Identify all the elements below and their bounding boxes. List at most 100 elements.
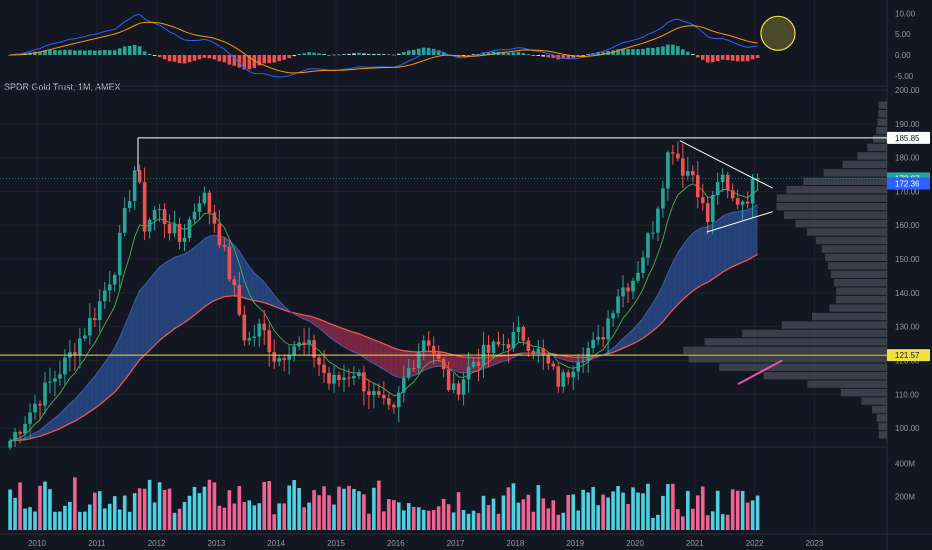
candle-body: [521, 327, 526, 341]
volume-bar: [162, 489, 167, 530]
macd-hist-bar: [297, 54, 301, 55]
volume-bar: [720, 514, 725, 530]
candle-body: [78, 338, 82, 356]
candle-body: [182, 237, 187, 242]
volume-bar: [750, 500, 755, 530]
volume-bar: [227, 490, 232, 530]
cloud-bull-segment: [169, 257, 175, 333]
macd-hist-bar: [267, 55, 272, 63]
cloud-bull-segment: [204, 236, 210, 307]
volume-bar: [581, 489, 585, 530]
volume-bar: [167, 488, 172, 530]
volume-bar: [725, 514, 730, 530]
time-axis-label: 2015: [327, 539, 345, 548]
macd-hist-bar: [112, 50, 117, 55]
candle-body: [695, 175, 700, 198]
volume-bar: [367, 513, 371, 530]
macd-hist-bar: [466, 55, 471, 56]
candle-body: [272, 352, 277, 362]
volume-bar: [700, 486, 705, 530]
macd-line: [10, 13, 758, 78]
volume-bar: [13, 497, 17, 530]
candle-body: [581, 361, 585, 363]
cloud-bull-segment: [79, 388, 85, 419]
macd-hist-bar: [710, 55, 715, 63]
cloud-bull-segment: [657, 285, 663, 327]
macd-hist-bar: [481, 52, 486, 55]
macd-hist-bar: [147, 54, 152, 55]
volume-profile-bar: [877, 118, 887, 126]
cloud-bear-segment: [428, 351, 434, 369]
volume-bar: [232, 503, 237, 530]
grid-lines: [0, 0, 887, 534]
macd-hist-bar: [516, 52, 521, 55]
candle-body: [461, 379, 466, 395]
macd-hist-bar: [237, 55, 242, 68]
macd-hist-bar: [102, 50, 107, 55]
ema-mid-line: [10, 204, 758, 442]
cloud-bull-segment: [692, 229, 698, 291]
volume-bar: [431, 510, 436, 530]
cloud-bull-segment: [35, 430, 40, 438]
volume-bar: [337, 486, 341, 530]
cloud-bear-segment: [314, 317, 320, 329]
cloud-bull-segment: [747, 207, 753, 261]
volume-bar: [406, 503, 411, 530]
candle-body: [372, 391, 376, 395]
macd-hist-bar: [396, 53, 401, 55]
macd-hist-bar: [441, 52, 446, 55]
candle-body: [621, 287, 625, 297]
cloud-bear-segment: [334, 325, 339, 344]
macd-hist-bar: [681, 49, 685, 55]
candle-body: [576, 362, 580, 372]
candle-body: [282, 358, 286, 360]
candle-body: [426, 340, 431, 346]
volume-bar: [392, 500, 396, 530]
candle-body: [636, 272, 640, 281]
candle-body: [117, 232, 122, 275]
candle-body: [252, 336, 257, 339]
candle-body: [142, 182, 147, 232]
candle-body: [561, 372, 566, 387]
volume-bar: [377, 480, 381, 530]
cloud-bull-segment: [139, 285, 145, 360]
macd-hist-bar: [740, 55, 745, 62]
macd-hist-bar: [561, 55, 566, 60]
macd-hist-bar: [521, 53, 526, 55]
volume-profile-bar: [776, 194, 887, 202]
macd-hist-bar: [272, 55, 277, 63]
cloud-bear-segment: [508, 354, 514, 361]
macd-hist-bar: [347, 53, 351, 55]
candle-body: [83, 335, 87, 339]
volume-bar: [222, 507, 227, 530]
cloud-bull-segment: [274, 295, 280, 309]
candle-body: [357, 372, 361, 376]
volume-bar: [546, 508, 551, 530]
candle-body: [476, 361, 481, 366]
volume-bar: [382, 511, 386, 530]
macd-hist-bar: [382, 54, 386, 55]
candle-body: [401, 377, 406, 393]
cloud-bull-segment: [209, 235, 215, 304]
macd-hist-bar: [352, 53, 356, 55]
macd-hist-bar: [73, 50, 77, 55]
macd-hist-bar: [416, 48, 421, 55]
cloud-bull-segment: [707, 224, 713, 283]
candle-body: [327, 372, 331, 384]
volume-bar: [342, 488, 346, 530]
cloud-bull-segment: [742, 210, 748, 263]
volume-bar: [616, 486, 620, 530]
cloud-bull-segment: [637, 318, 643, 342]
volume-bar: [8, 489, 12, 530]
price-badge-label: 185.85: [895, 134, 920, 143]
volume-bar: [107, 503, 112, 530]
cloud-bull-segment: [219, 236, 225, 299]
cloud-bull-segment: [49, 417, 55, 433]
volume-bar: [63, 505, 67, 530]
macd-hist-bar: [581, 55, 585, 56]
candle-body: [382, 394, 386, 399]
cloud-bull-segment: [667, 262, 673, 316]
macd-hist-bar: [367, 54, 371, 55]
candle-body: [13, 432, 17, 441]
